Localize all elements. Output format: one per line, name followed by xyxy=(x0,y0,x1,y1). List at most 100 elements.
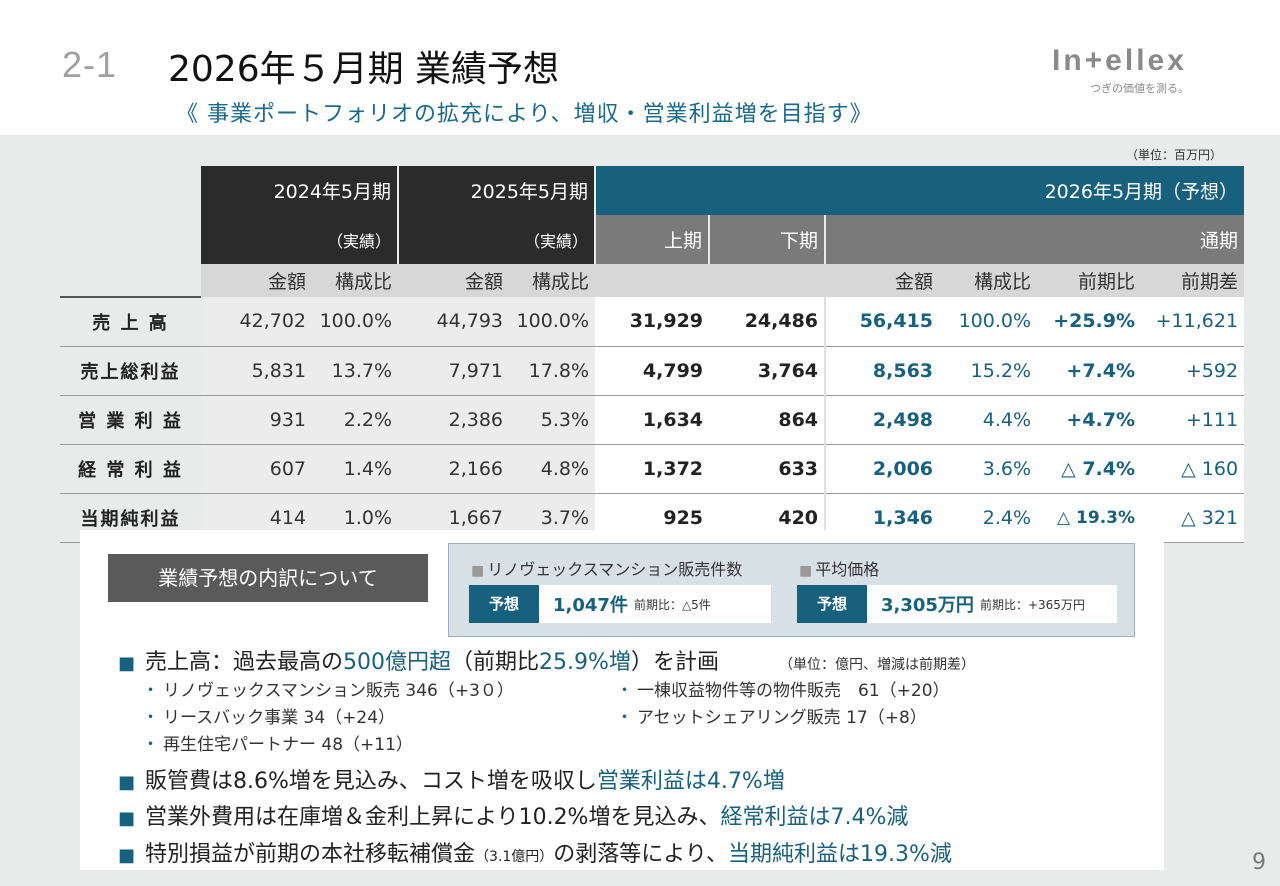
page-title: 2026年５月期 業績予想 xyxy=(168,49,560,90)
ratio-2025: 5.3% xyxy=(509,395,596,445)
amount-2024: 931 xyxy=(201,395,312,445)
logo-wordmark: In+ellex xyxy=(1052,44,1187,77)
ratio-2025: 4.8% xyxy=(509,444,596,494)
header-full-year: 通期 xyxy=(825,215,1245,264)
ratio-2026: 3.6% xyxy=(939,444,1038,494)
amount-first-half: 1,634 xyxy=(595,395,710,445)
amount-full-year: 8,563 xyxy=(825,346,940,396)
col-amount-2024: 金額 xyxy=(201,264,312,297)
amount-second-half: 633 xyxy=(709,444,827,494)
amount-2024: 607 xyxy=(201,444,312,494)
row-label: 当期純利益 xyxy=(60,493,201,543)
ratio-2026: 4.4% xyxy=(939,395,1038,445)
commentary-bullets: ■ 売上高：過去最高の500億円超（前期比25.9%増）を計画 （単位：億円、増減は… xyxy=(118,648,1158,873)
col-ratio-2026: 構成比 xyxy=(939,264,1038,297)
amount-second-half: 3,764 xyxy=(709,346,827,396)
amount-2025: 2,166 xyxy=(398,444,510,494)
square-bullet-icon: ■ xyxy=(471,563,485,579)
kpi-price-card: 予想 3,305万円 前期比：+365万円 xyxy=(797,585,1117,623)
bullet-sales: ■ 売上高：過去最高の500億円超（前期比25.9%増）を計画 （単位：億円、増減は… xyxy=(118,650,975,675)
diff-2026: +592 xyxy=(1141,346,1245,396)
diff-2026: +11,621 xyxy=(1141,297,1245,347)
row-label: 営 業 利 益 xyxy=(60,395,201,445)
amount-2025: 44,793 xyxy=(398,297,510,347)
forecast-tag: 予想 xyxy=(469,585,539,623)
col-yoy-2026: 前期比 xyxy=(1037,264,1142,297)
dot-bullet-icon: ・ xyxy=(142,681,159,701)
table-corner-3 xyxy=(60,264,201,298)
table-row: 営 業 利 益 931 2.2% 2,386 5.3% 1,634 864 2,498 4.4%… xyxy=(60,395,1245,445)
header-fy2024: 2024年5月期 xyxy=(201,166,400,215)
ratio-2025: 17.8% xyxy=(509,346,596,396)
slide-header: 2-1 2026年５月期 業績予想 《 事業ポートフォリオの拡充により、増収・営… xyxy=(0,0,1280,135)
bullet-sga: ■ 販管費は8.6%増を見込み、コスト増を吸収し営業利益は4.7%増 xyxy=(118,769,785,794)
forecast-tag: 予想 xyxy=(797,585,867,623)
amount-first-half: 31,929 xyxy=(595,297,710,347)
amount-full-year: 2,006 xyxy=(825,444,940,494)
sub-item-row-3: ・再生住宅パートナー 48（+11） xyxy=(142,735,413,755)
ratio-2024: 13.7% xyxy=(312,346,399,396)
table-row: 売上総利益 5,831 13.7% 7,971 17.8% 4,799 3,764 8,563… xyxy=(60,346,1245,396)
col-amount-2025: 金額 xyxy=(398,264,510,297)
col-amount-2026: 金額 xyxy=(595,264,940,297)
amount-first-half: 4,799 xyxy=(595,346,710,396)
diff-2026: +111 xyxy=(1141,395,1245,445)
ratio-2026: 100.0% xyxy=(939,297,1038,347)
diff-2026: △ 160 xyxy=(1141,444,1245,494)
table-corner-2 xyxy=(60,215,201,264)
yoy-2026: +25.9% xyxy=(1037,297,1142,347)
kpi-units-value: 1,047件 xyxy=(553,595,628,616)
yoy-2026: △ 7.4% xyxy=(1037,444,1142,494)
amount-full-year: 56,415 xyxy=(825,297,940,347)
amount-second-half: 864 xyxy=(709,395,827,445)
bullet-non-operating: ■ 営業外費用は在庫増＆金利上昇により10.2%増を見込み、経常利益は7.4%減 xyxy=(118,805,909,830)
page-number: 9 xyxy=(1252,850,1266,875)
square-bullet-icon: ■ xyxy=(799,563,813,579)
col-diff-2026: 前期差 xyxy=(1141,264,1245,297)
kpi-units-card: 予想 1,047件 前期比：△5件 xyxy=(469,585,771,623)
kpi-price-heading: ■ 平均価格 xyxy=(799,560,880,579)
col-ratio-2025: 構成比 xyxy=(509,264,596,297)
sub-item-row-1: ・リノヴェックスマンション販売 346（+3０） ・一棟収益物件等の物件販売 6… xyxy=(118,678,1158,705)
ratio-2024: 1.4% xyxy=(312,444,399,494)
ratio-2024: 100.0% xyxy=(312,297,399,347)
sub-item-right-2: ・アセットシェアリング販売 17（+8） xyxy=(616,708,927,728)
table-row: 経 常 利 益 607 1.4% 2,166 4.8% 1,372 633 2,006 3.6%… xyxy=(60,444,1245,494)
square-bullet-icon: ■ xyxy=(118,653,136,674)
kpi-price-value: 3,305万円 xyxy=(881,595,974,616)
bullet-unit-note: （単位：億円、増減は前期差） xyxy=(778,657,975,673)
ratio-2025: 100.0% xyxy=(509,297,596,347)
page-subtitle: 《 事業ポートフォリオの拡充により、増収・営業利益増を目指す》 xyxy=(176,102,873,127)
amount-2024: 5,831 xyxy=(201,346,312,396)
dot-bullet-icon: ・ xyxy=(142,735,159,755)
square-bullet-icon: ■ xyxy=(118,772,136,793)
header-fy2026-forecast: 2026年5月期（予想） xyxy=(595,166,1245,215)
dot-bullet-icon: ・ xyxy=(142,708,159,728)
kpi-units-heading: ■ リノヴェックスマンション販売件数 xyxy=(471,560,743,579)
amount-2025: 2,386 xyxy=(398,395,510,445)
header-actual-2024: （実績） xyxy=(201,215,400,264)
ratio-2024: 2.2% xyxy=(312,395,399,445)
logo-tagline: つぎの価値を測る。 xyxy=(1090,82,1189,95)
bullet-extraordinary: ■ 特別損益が前期の本社移転補償金（3.1億円）の剥落等により、当期純利益は19.… xyxy=(118,842,952,867)
kpi-units-change: 前期比：△5件 xyxy=(633,597,711,612)
breakdown-title: 業績予想の内訳について xyxy=(108,554,428,602)
square-bullet-icon: ■ xyxy=(118,808,136,829)
company-logo: In+ellex つぎの価値を測る。 xyxy=(1052,44,1222,104)
row-label: 経 常 利 益 xyxy=(60,444,201,494)
section-number: 2-1 xyxy=(62,44,118,85)
dot-bullet-icon: ・ xyxy=(616,708,633,728)
ratio-2026: 15.2% xyxy=(939,346,1038,396)
header-actual-2025: （実績） xyxy=(398,215,597,264)
table-unit-note: （単位：百万円） xyxy=(1126,148,1223,162)
header-second-half: 下期 xyxy=(709,215,827,264)
row-label: 売上総利益 xyxy=(60,346,201,396)
sub-item-row-2: ・リースバック事業 34（+24） ・アセットシェアリング販売 17（+8） xyxy=(118,705,1158,732)
kpi-price-change: 前期比：+365万円 xyxy=(979,597,1085,612)
yoy-2026: +7.4% xyxy=(1037,346,1142,396)
table-corner xyxy=(60,166,201,215)
sub-item-right-1: ・一棟収益物件等の物件販売 61（+20） xyxy=(616,681,950,701)
header-fy2025: 2025年5月期 xyxy=(398,166,597,215)
amount-second-half: 24,486 xyxy=(709,297,827,347)
square-bullet-icon: ■ xyxy=(118,845,136,866)
